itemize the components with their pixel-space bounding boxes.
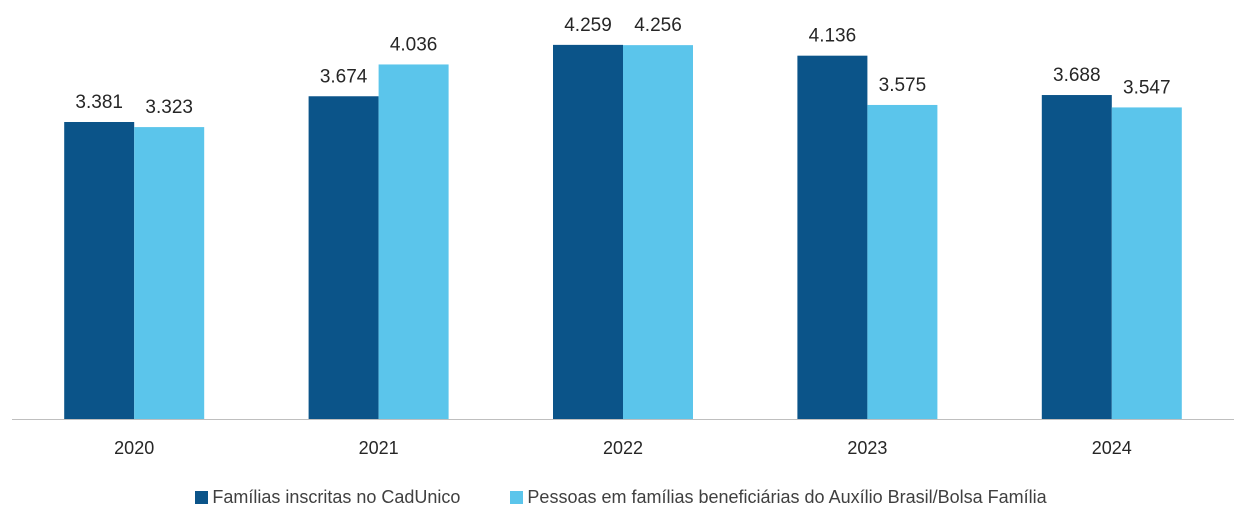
legend: Famílias inscritas no CadUnico Pessoas e… — [0, 487, 1242, 508]
x-tick-label-2020: 2020 — [114, 438, 154, 458]
bar-2-2021 — [378, 64, 449, 419]
data-label-1-2021: 3.674 — [320, 66, 368, 87]
bar-1-2024 — [1041, 95, 1112, 419]
x-tick-label-2023: 2023 — [847, 438, 887, 458]
data-label-2-2021: 4.036 — [390, 34, 438, 55]
bar-2-2020 — [134, 127, 205, 419]
bar-chart: 3.381 3.323 2020 3.674 4.036 2021 4.259 4.256 20… — [12, 15, 1234, 458]
x-tick-label-2024: 2024 — [1092, 438, 1132, 458]
bar-1-2021 — [308, 96, 379, 419]
legend-swatch-series-2 — [510, 491, 524, 504]
legend-item-series-2: Pessoas em famílias beneficiárias do Aux… — [510, 487, 1047, 508]
data-label-1-2023: 4.136 — [809, 26, 857, 47]
legend-swatch-series-1 — [195, 491, 209, 504]
bar-1-2023 — [797, 55, 868, 419]
x-tick-label-2021: 2021 — [359, 438, 399, 458]
bar-1-2020 — [64, 121, 135, 419]
bar-2-2023 — [867, 104, 938, 419]
data-label-2-2023: 3.575 — [879, 75, 927, 96]
bar-1-2022 — [553, 44, 623, 419]
x-tick-label-2022: 2022 — [603, 438, 643, 458]
data-label-2-2020: 3.323 — [145, 97, 193, 118]
bar-2-2022 — [623, 45, 693, 420]
data-label-1-2020: 3.381 — [75, 92, 123, 113]
data-label-2-2022: 4.256 — [634, 15, 682, 36]
legend-label-series-1: Famílias inscritas no CadUnico — [212, 487, 461, 507]
legend-item-series-1: Famílias inscritas no CadUnico — [195, 487, 460, 508]
bar-2-2024 — [1111, 107, 1182, 419]
data-label-2-2024: 3.547 — [1123, 77, 1171, 98]
data-label-1-2022: 4.259 — [564, 15, 612, 36]
data-label-1-2024: 3.688 — [1053, 65, 1101, 86]
legend-label-series-2: Pessoas em famílias beneficiárias do Aux… — [527, 487, 1047, 507]
